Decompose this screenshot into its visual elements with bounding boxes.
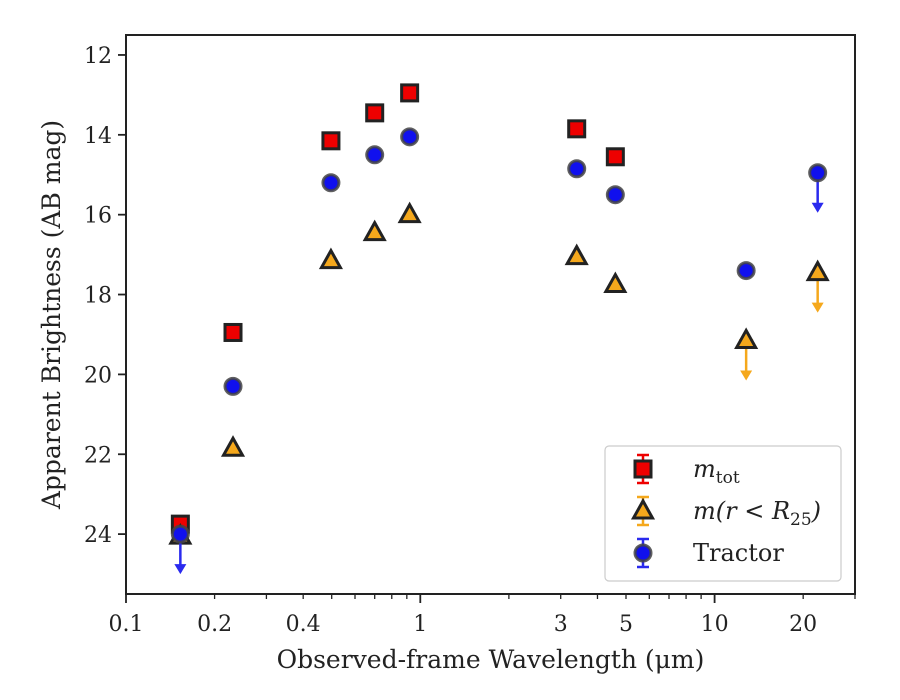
m-tot-point [605,147,625,167]
y-tick-label: 20 [84,363,112,388]
legend-label-main: m [693,455,716,483]
y-axis-label: Apparent Brightness (AB mag) [37,120,66,510]
m-r-lt-r25-point [220,435,246,457]
m-r-lt-r25-point [805,259,830,282]
legend-marker-tractor [633,543,653,563]
m-tot-point [321,131,341,151]
tractor-point [567,159,587,179]
tractor-point [605,185,625,205]
m-tot-point [365,103,385,123]
legend-label-m-tot: mtot [693,455,740,488]
m-tot-point [400,83,420,103]
x-tick-label: 10 [701,612,729,637]
legend-label-main: m(r < R [693,497,790,525]
m-r-lt-r25-point [564,243,589,266]
y-tick-label: 22 [84,443,112,468]
m-r-lt-r25-point [397,201,422,224]
axes: 0.1 0.2 0.4 1 3 5 10 20 12 14 16 18 20 22 24 [84,44,856,637]
legend: mtot m(r < R25) Tractor [604,445,842,582]
m-tot-point [223,322,243,342]
legend-label-tractor: Tractor [693,539,784,567]
y-tick-label: 14 [84,124,112,149]
x-axis-label: Observed-frame Wavelength (μm) [277,645,705,674]
tractor-point [170,524,190,544]
y-tick-label: 24 [84,523,112,548]
legend-marker-m-tot [633,459,653,479]
legend-label-m-r-lt-r25: m(r < R25) [693,497,821,530]
plot-frame [125,34,856,595]
series-tractor [170,127,828,575]
legend-marker-m-r-lt-r25 [630,497,656,520]
m-tot-point [567,119,587,139]
y-tick-label: 12 [84,44,112,69]
tractor-point [223,376,243,396]
tractor-upper-limit-arrow-head [174,564,187,575]
x-tick-label: 0.1 [109,612,144,637]
x-tick-label: 1 [413,612,427,637]
x-tick-label: 5 [619,612,633,637]
series-m-tot [170,83,625,534]
tractor-point [365,145,385,165]
data-marks [168,83,830,575]
legend-label-subscript: 25 [790,510,812,530]
m-r-lt-r25-upper-limit-arrow-head [740,370,753,381]
tractor-point [400,127,420,147]
series-m-r-lt-r25 [168,201,830,545]
y-tick-label: 18 [84,284,112,309]
m-r-lt-r25-point [603,271,628,294]
m-r-lt-r25-point [734,327,759,349]
legend-label-main: Tractor [693,539,784,567]
legend-box [604,445,842,582]
m-r-lt-r25-point [318,247,343,270]
x-tick-label: 0.4 [286,612,321,637]
tractor-point [321,173,341,193]
x-tick-label: 3 [554,612,568,637]
x-tick-label: 20 [789,612,817,637]
tractor-point [808,163,828,183]
m-r-lt-r25-point [362,219,387,242]
y-tick-label: 16 [84,204,112,229]
legend-label-subscript: tot [716,468,740,488]
tractor-upper-limit-arrow-head [811,202,824,213]
tractor-point [736,261,756,281]
legend-label-close: ) [811,497,821,525]
x-tick-label: 0.2 [197,612,232,637]
m-r-lt-r25-upper-limit-arrow-head [811,302,824,313]
